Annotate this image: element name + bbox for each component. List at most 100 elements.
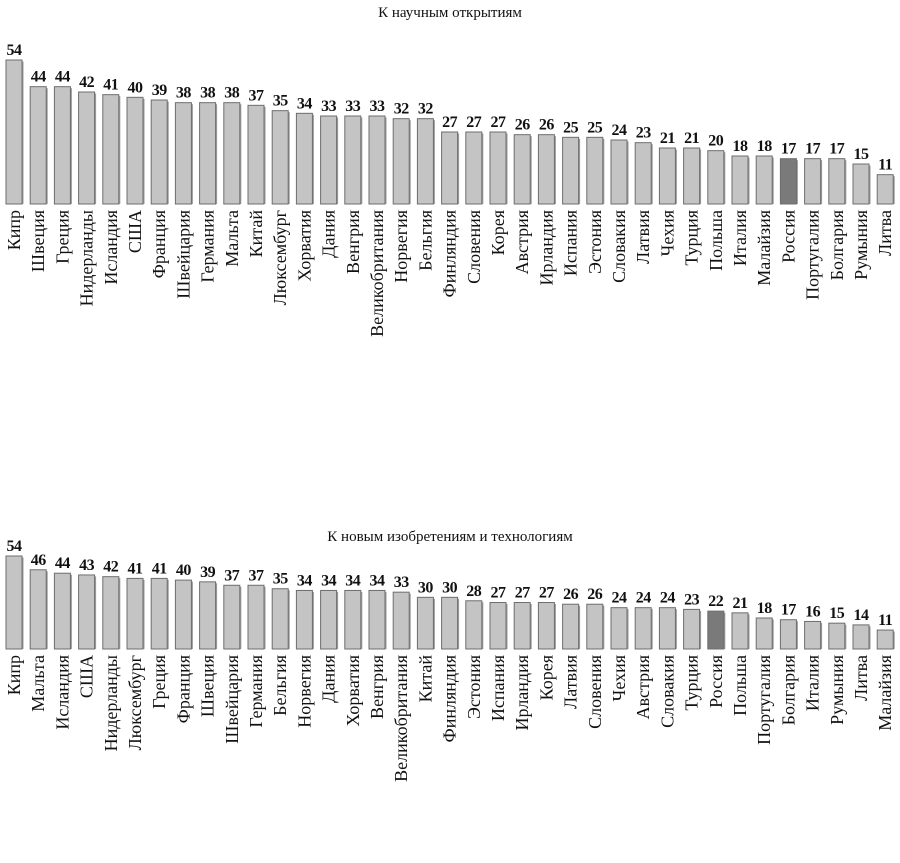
- category-label: Мальта: [28, 655, 48, 712]
- bar-Турция: [683, 608, 701, 650]
- bar-Финляндия: [441, 596, 459, 650]
- value-label: 35: [273, 93, 289, 110]
- value-label: 33: [345, 98, 361, 115]
- value-label: 24: [660, 590, 676, 607]
- bar-Корея: [537, 602, 555, 650]
- value-label: 21: [733, 595, 749, 612]
- category-label: Словакия: [657, 655, 677, 728]
- value-label: 40: [128, 79, 144, 96]
- bar-Швеция: [199, 581, 217, 650]
- category-label: Россия: [778, 210, 798, 263]
- value-label: 24: [636, 590, 652, 607]
- value-label: 42: [79, 74, 95, 91]
- bar-Венгрия: [368, 589, 386, 650]
- category-label: Румыния: [827, 655, 847, 725]
- bar-Греция: [150, 577, 168, 650]
- value-label: 37: [249, 567, 265, 584]
- bar-Чехия: [610, 607, 628, 650]
- category-label: Испания: [488, 655, 508, 721]
- value-label: 38: [176, 85, 192, 102]
- bar-Россия: [779, 158, 797, 205]
- value-label: 54: [7, 42, 23, 59]
- value-label: 33: [394, 574, 410, 591]
- bar-Мальта: [223, 102, 241, 205]
- category-label: Германия: [198, 210, 218, 283]
- bar-Польша: [731, 612, 749, 650]
- bar-Малайзия: [876, 629, 894, 650]
- category-label: Норвегия: [391, 210, 411, 283]
- category-label: Корея: [488, 210, 508, 255]
- category-label: Китай: [246, 210, 266, 258]
- category-label: Эстония: [585, 210, 605, 274]
- bar-Швеция: [29, 86, 47, 205]
- bar-США: [78, 574, 96, 650]
- category-label: Швейцария: [222, 655, 242, 744]
- category-label: Россия: [706, 655, 726, 708]
- bar-Италия: [731, 155, 749, 205]
- value-label: 44: [55, 555, 71, 572]
- value-label: 28: [466, 583, 482, 600]
- bar-Мальта: [29, 569, 47, 650]
- value-label: 17: [781, 141, 797, 158]
- category-label: Австрия: [512, 210, 532, 274]
- category-label: Бельгия: [415, 210, 435, 271]
- bar-Малайзия: [755, 155, 773, 205]
- value-label: 37: [249, 87, 265, 104]
- bar-Эстония: [586, 136, 604, 205]
- value-label: 17: [781, 602, 797, 619]
- bar-Хорватия: [344, 589, 362, 650]
- category-label: Финляндия: [440, 210, 460, 297]
- chart-1-marks: 54 Кипр 44 Швеция 44 Греция 42 Нидерланды 41 Исла…: [4, 42, 895, 337]
- bar-Люксембург: [271, 110, 289, 205]
- value-label: 41: [152, 560, 168, 577]
- value-label: 21: [684, 130, 700, 147]
- category-label: Малайзия: [754, 210, 774, 286]
- category-label: Швеция: [198, 655, 218, 717]
- category-label: Малайзия: [875, 655, 895, 731]
- category-label: Словения: [464, 210, 484, 284]
- value-label: 11: [878, 157, 893, 174]
- category-label: Кипр: [4, 210, 24, 250]
- category-label: Польша: [730, 655, 750, 716]
- category-label: Литва: [851, 655, 871, 701]
- value-label: 17: [829, 141, 845, 158]
- value-label: 23: [684, 591, 700, 608]
- value-label: 27: [491, 114, 507, 131]
- category-label: Ирландия: [536, 210, 556, 285]
- value-label: 30: [442, 579, 458, 596]
- bar-Нидерланды: [78, 91, 96, 205]
- bar-Литва: [876, 174, 894, 205]
- value-label: 24: [612, 122, 628, 139]
- category-label: Бельгия: [270, 655, 290, 716]
- category-label: Латвия: [561, 655, 581, 709]
- bar-Румыния: [828, 622, 846, 650]
- category-label: Польша: [706, 210, 726, 271]
- category-label: Румыния: [851, 210, 871, 280]
- bar-Словения: [586, 603, 604, 650]
- value-label: 30: [418, 579, 434, 596]
- value-label: 21: [660, 130, 676, 147]
- category-label: Греция: [52, 210, 72, 264]
- bar-Хорватия: [295, 112, 313, 205]
- chart-title-1: К научным открытиям: [378, 5, 522, 21]
- value-label: 46: [31, 552, 47, 569]
- bar-США: [126, 96, 144, 205]
- value-label: 33: [321, 98, 337, 115]
- bar-Корея: [489, 131, 507, 205]
- bar-Франция: [150, 99, 168, 205]
- category-label: Дания: [319, 210, 339, 258]
- bar-Германия: [199, 102, 217, 205]
- category-label: Австрия: [633, 655, 653, 719]
- category-label: Люксембург: [125, 655, 145, 750]
- category-label: Великобритания: [367, 210, 387, 337]
- value-label: 54: [7, 538, 23, 555]
- category-label: Мальта: [222, 210, 242, 267]
- value-label: 41: [103, 77, 119, 94]
- bar-Словения: [465, 131, 483, 205]
- value-label: 34: [297, 95, 313, 112]
- value-label: 40: [176, 562, 192, 579]
- category-label: Нидерланды: [101, 655, 121, 751]
- bar-Италия: [804, 620, 822, 650]
- value-label: 17: [805, 141, 821, 158]
